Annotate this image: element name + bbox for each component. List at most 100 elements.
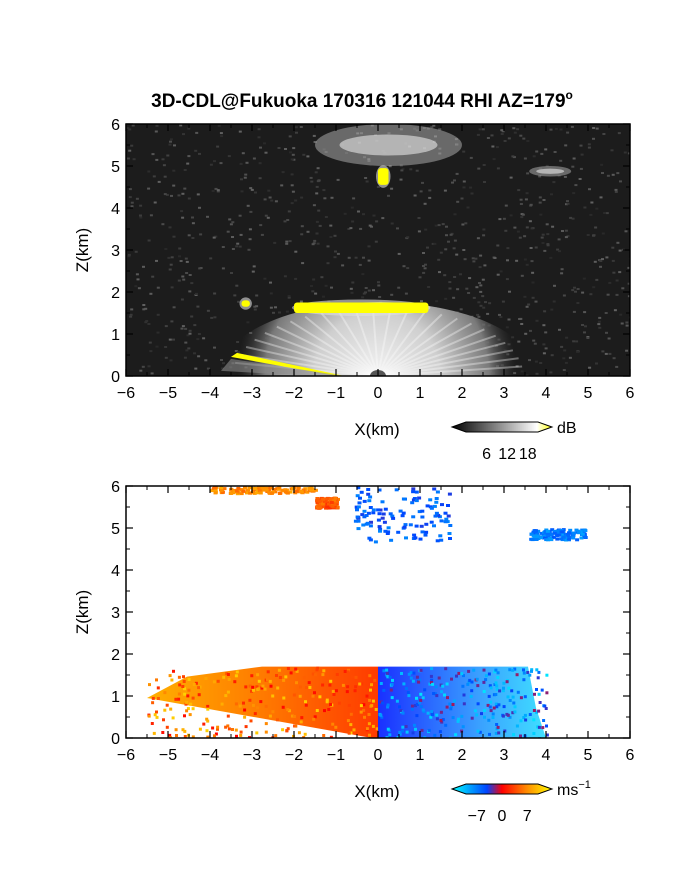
velocity-pixel: [182, 675, 185, 679]
velocity-pixel: [367, 713, 371, 716]
velocity-pixel: [411, 731, 415, 735]
snr-noise-speck: [593, 260, 597, 263]
velocity-pixel: [194, 681, 198, 685]
snr-noise-speck: [530, 260, 534, 263]
velocity-pixel: [307, 681, 311, 685]
snr-noise-speck: [415, 169, 419, 172]
snr-noise-speck: [139, 216, 143, 219]
snr-noise-speck: [198, 152, 201, 155]
snr-noise-speck: [496, 273, 500, 276]
snr-noise-speck: [179, 260, 183, 262]
snr-noise-speck: [147, 239, 151, 242]
snr-noise-speck: [538, 201, 542, 204]
velocity-pixel: [502, 681, 506, 685]
snr-beam-ray: [289, 320, 379, 376]
velocity-pixel: [299, 720, 303, 724]
velocity-cloud-pixel: [301, 488, 306, 492]
velocity-pixel: [391, 678, 394, 682]
snr-noise-speck: [202, 337, 206, 340]
velocity-cloud-pixel: [389, 538, 394, 542]
snr-noise-speck: [619, 180, 622, 183]
snr-noise-speck: [529, 247, 533, 249]
velocity-pixel: [234, 728, 238, 732]
velocity-cloud-pixel: [388, 512, 393, 516]
velocity-pixel: [497, 731, 501, 735]
snr-noise-speck: [561, 230, 564, 232]
snr-noise-speck: [231, 221, 235, 224]
snr-noise-speck: [484, 301, 487, 304]
velocity-cloud-pixel: [436, 513, 441, 517]
velocity-cloud-pixel: [278, 491, 283, 495]
velocity-cloud-pixel: [264, 486, 269, 490]
snr-noise-speck: [544, 148, 548, 151]
snr-noise-speck: [490, 134, 494, 137]
snr-noise-speck: [179, 124, 183, 127]
velocity-cloud-pixel: [299, 489, 304, 493]
snr-noise-speck: [310, 180, 314, 183]
velocity-pixel: [234, 674, 238, 678]
snr-noise-speck: [406, 267, 410, 270]
velocity-pixel: [248, 736, 251, 738]
snr-noise-speck: [300, 196, 304, 199]
velocity-cloud-pixel: [335, 500, 339, 504]
snr-noise-speck: [374, 240, 378, 243]
velocity-cloud-pixel: [572, 531, 577, 535]
velocity-pixel: [429, 715, 433, 719]
velocity-cloud-pixel: [368, 524, 373, 528]
snr-noise-speck: [318, 224, 322, 227]
velocity-cloud-pixel: [356, 519, 361, 523]
velocity-pixel: [313, 715, 317, 719]
velocity-cloud-pixel: [315, 498, 320, 502]
velocity-pixel: [358, 682, 362, 686]
snr-noise-speck: [177, 279, 181, 282]
snr-noise-speck: [180, 327, 184, 330]
snr-noise-speck: [531, 281, 535, 284]
snr-noise-speck: [251, 270, 255, 273]
snr-noise-speck: [214, 235, 218, 238]
velocity-pixel: [148, 683, 151, 687]
velocity-pixel: [243, 708, 247, 712]
snr-noise-speck: [204, 359, 208, 362]
snr-noise-speck: [185, 272, 189, 274]
snr-noise-speck: [611, 173, 615, 176]
snr-noise-speck: [155, 158, 159, 161]
velocity-cloud-pixel: [401, 497, 406, 501]
velocity-pixel: [368, 674, 372, 678]
snr-noise-speck: [476, 133, 480, 136]
velocity-pixel: [386, 675, 390, 679]
snr-noise-speck: [486, 312, 490, 315]
snr-noise-speck: [289, 151, 292, 154]
snr-noise-speck: [544, 347, 548, 350]
snr-noise-speck: [612, 271, 616, 274]
velocity-cloud-pixel: [432, 524, 436, 528]
velocity-pixel: [545, 673, 549, 677]
velocity-pixel: [461, 684, 465, 688]
snr-noise-speck: [583, 331, 586, 334]
snr-beam-ray: [245, 346, 379, 376]
velocity-cloud-pixel: [433, 514, 438, 518]
snr-noise-speck: [576, 350, 580, 353]
velocity-pixel: [483, 715, 486, 719]
velocity-pixel: [511, 711, 515, 715]
snr-beam-ray: [377, 328, 485, 376]
velocity-cloud-pixel: [543, 531, 548, 535]
velocity-pixel: [304, 700, 307, 704]
snr-y-tick-label: 4: [111, 201, 120, 218]
snr-noise-speck: [161, 158, 165, 161]
snr-beam-fan: [218, 302, 538, 376]
snr-noise-speck: [196, 193, 200, 196]
snr-noise-speck: [627, 295, 630, 298]
velocity-cloud-pixel: [296, 486, 301, 490]
velocity-cloud-pixel: [264, 488, 269, 492]
snr-noise-speck: [213, 346, 216, 349]
velocity-pixel: [532, 709, 536, 712]
velocity-x-tick-label: 1: [416, 747, 425, 764]
snr-noise-speck: [511, 155, 515, 158]
velocity-cloud-pixel: [394, 488, 399, 492]
snr-noise-speck: [128, 149, 132, 152]
velocity-pixel: [385, 668, 389, 672]
velocity-pixel: [231, 728, 234, 731]
snr-noise-speck: [206, 367, 210, 370]
snr-noise-speck: [625, 324, 629, 327]
snr-noise-speck: [170, 194, 173, 197]
